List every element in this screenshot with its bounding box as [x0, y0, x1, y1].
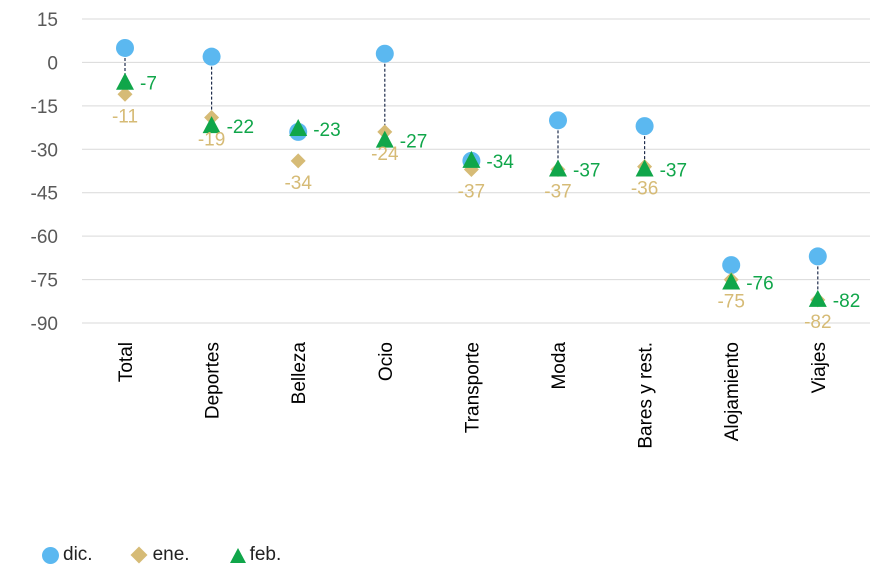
point-feb: [462, 150, 481, 168]
data-label-feb: -23: [313, 120, 340, 141]
data-label-ene: -19: [198, 129, 225, 150]
data-label-ene: -36: [631, 179, 658, 200]
legend-label-ene: ene.: [152, 544, 190, 565]
y-tick-label: -45: [31, 184, 58, 205]
point-dic: [202, 47, 221, 66]
point-ene: [117, 86, 133, 102]
chart-svg: 15 0 -15 -30 -45 -60 -75 -90 Total Deportes Bellez…: [31, 10, 870, 449]
data-label-ene: -75: [717, 292, 744, 313]
data-label-feb: -37: [660, 161, 687, 182]
y-tick-label: -90: [31, 314, 58, 335]
y-tick-label: -75: [31, 271, 58, 292]
data-label-ene: -11: [112, 106, 138, 127]
point-feb: [289, 119, 308, 137]
legend-item-dic: dic.: [42, 544, 93, 566]
point-feb: [722, 272, 741, 290]
point-feb: [549, 159, 567, 177]
data-label-feb: -27: [400, 132, 427, 153]
point-dic: [549, 111, 567, 130]
point-dic: [722, 256, 741, 275]
x-category-label: Ocio: [376, 342, 397, 381]
x-category-label: Viajes: [809, 342, 830, 393]
point-feb: [808, 289, 827, 307]
y-tick-label: 15: [37, 10, 58, 31]
point-dic: [116, 38, 134, 57]
x-category-label: Bares y rest.: [636, 342, 657, 449]
x-category-label: Deportes: [203, 342, 224, 419]
data-label-ene: -34: [284, 173, 312, 194]
data-label-feb: -22: [227, 117, 254, 138]
x-category-label: Moda: [549, 342, 570, 390]
point-dic: [808, 247, 827, 266]
y-tick-label: 0: [47, 53, 58, 74]
data-label-feb: -7: [140, 74, 157, 95]
legend-label-feb: feb.: [249, 544, 282, 565]
point-ene: [290, 153, 306, 169]
x-category-label: Belleza: [289, 342, 310, 405]
point-feb: [375, 130, 394, 148]
legend-circle-marker: [42, 546, 59, 564]
x-category-label: Total: [116, 342, 137, 382]
x-category-label: Alojamiento: [722, 342, 743, 441]
legend-item-feb: feb.: [229, 544, 282, 566]
point-dic: [375, 44, 394, 63]
data-label-feb: -82: [833, 291, 860, 312]
point-feb: [116, 72, 134, 90]
data-label-feb: -76: [746, 273, 773, 294]
legend: dic. ene. feb.: [42, 544, 321, 566]
legend-diamond-marker: [130, 546, 148, 564]
data-label-feb: -34: [486, 152, 514, 173]
y-tick-label: -60: [31, 227, 58, 248]
point-feb: [635, 159, 654, 177]
x-category-label: Transporte: [462, 342, 483, 433]
data-label-ene: -24: [371, 144, 399, 165]
legend-triangle-marker: [229, 547, 246, 563]
legend-label-dic: dic.: [63, 544, 93, 565]
y-tick-label: -15: [31, 97, 58, 118]
point-feb: [202, 116, 221, 134]
data-label-ene: -82: [804, 312, 831, 333]
point-dic: [635, 117, 654, 136]
data-label-feb: -37: [573, 161, 600, 182]
legend-item-ene: ene.: [130, 544, 190, 566]
data-label-ene: -37: [458, 182, 485, 203]
y-tick-label: -30: [31, 140, 58, 161]
data-label-ene: -37: [544, 182, 571, 203]
